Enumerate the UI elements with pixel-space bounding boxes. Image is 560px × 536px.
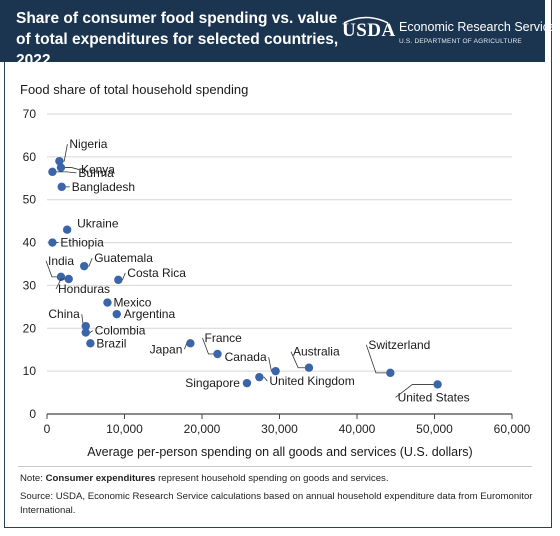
x-axis-label: Average per-person spending on all goods… <box>87 445 472 459</box>
note-prefix: Note: <box>20 473 46 484</box>
data-point <box>57 182 66 192</box>
y-tick-label: 50 <box>23 193 37 207</box>
point-label: France <box>205 331 243 345</box>
data-point <box>304 363 314 372</box>
point-label: Honduras <box>58 282 110 296</box>
data-point <box>242 378 252 388</box>
y-tick-label: 70 <box>23 107 37 121</box>
y-tick-label: 60 <box>23 150 37 164</box>
x-tick-label: 20,000 <box>184 422 221 436</box>
data-point <box>112 309 121 319</box>
y-tick-label: 20 <box>23 321 37 335</box>
point-label: United Kingdom <box>269 374 354 388</box>
point-label: Ukraine <box>77 217 119 231</box>
label-leader-line <box>395 384 438 398</box>
point-label: Burma <box>78 166 114 180</box>
point-label: China <box>48 307 80 321</box>
point-label: United States <box>398 390 470 404</box>
data-point <box>81 321 90 331</box>
data-point <box>56 163 66 172</box>
point-label: Australia <box>293 345 340 359</box>
x-tick-label: 50,000 <box>416 422 453 436</box>
data-point <box>255 372 264 382</box>
point-label: Guatemala <box>94 251 153 265</box>
chart-note: Note: Consumer expenditures represent ho… <box>20 472 540 486</box>
data-point <box>86 339 95 348</box>
data-point <box>186 339 195 348</box>
figure-frame <box>4 0 552 528</box>
chart-source: Source: USDA, Economic Research Service … <box>20 491 533 516</box>
point-label: Kenya <box>81 163 115 177</box>
x-tick-label: 30,000 <box>261 422 298 436</box>
usda-logo-arc-icon <box>343 16 389 24</box>
data-point <box>48 167 57 177</box>
point-label: Bangladesh <box>72 180 135 194</box>
point-label: Brazil <box>96 336 126 350</box>
usda-logo: USDA <box>342 20 396 41</box>
data-point <box>64 274 73 284</box>
point-label: Ethiopia <box>60 236 104 250</box>
point-label: Mexico <box>113 296 151 310</box>
y-tick-label: 40 <box>23 236 37 250</box>
note-divider <box>18 466 532 467</box>
point-label: India <box>48 254 74 268</box>
y-tick-label: 30 <box>23 278 37 292</box>
data-point <box>433 380 442 389</box>
x-tick-label: 10,000 <box>106 422 143 436</box>
y-tick-label: 0 <box>29 407 36 421</box>
data-point <box>48 238 57 247</box>
point-label: Costa Rica <box>127 266 186 280</box>
data-point <box>271 366 280 376</box>
y-tick-label: 10 <box>23 364 37 378</box>
data-point <box>80 261 89 271</box>
point-label: Canada <box>225 350 267 364</box>
point-label: Switzerland <box>368 338 430 352</box>
data-point <box>114 275 123 285</box>
agency-name: Economic Research Service <box>399 20 557 34</box>
note-text: represent household spending on goods an… <box>155 473 389 484</box>
data-point <box>103 298 112 307</box>
x-tick-label: 0 <box>44 422 51 436</box>
y-axis-label: Food share of total household spending <box>20 82 249 97</box>
point-label: Colombia <box>95 324 146 338</box>
data-point <box>386 368 395 378</box>
department-name: U.S. DEPARTMENT OF AGRICULTURE <box>399 38 522 45</box>
label-leader-line <box>365 344 391 374</box>
chart-title: Share of consumer food spending vs. valu… <box>16 10 339 69</box>
x-tick-label: 40,000 <box>339 422 376 436</box>
point-label: Argentina <box>124 307 176 321</box>
data-point <box>81 328 90 337</box>
data-point <box>213 349 222 359</box>
point-label: Japan <box>150 342 183 356</box>
figure-header: Share of consumer food spending vs. valu… <box>0 0 556 69</box>
data-point <box>55 156 64 166</box>
label-leader-line <box>52 171 77 174</box>
data-point <box>62 225 72 234</box>
x-tick-label: 60,000 <box>494 422 531 436</box>
point-label: Nigeria <box>69 137 107 151</box>
point-label: Singapore <box>185 376 240 390</box>
note-term: Consumer expenditures <box>45 473 156 484</box>
